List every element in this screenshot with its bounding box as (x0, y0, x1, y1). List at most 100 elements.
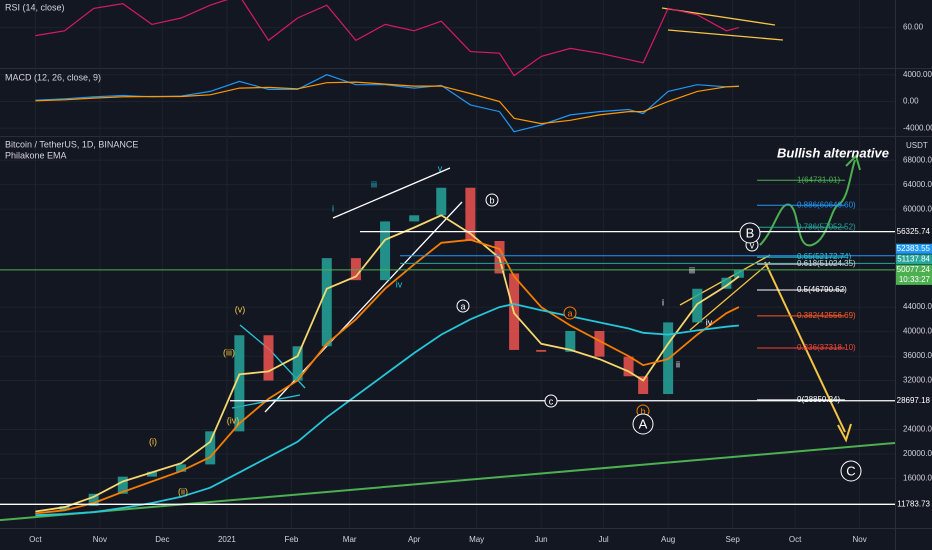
price-badge (896, 264, 932, 285)
price-badge (896, 395, 932, 406)
rsi-title: RSI (14, close) (5, 2, 65, 12)
fib-label: 0.886(60640.60) (797, 200, 856, 209)
fib-label: 0(28850.24) (797, 395, 840, 404)
y-tick-label: 60000.00 (903, 204, 932, 213)
indicator-title: Philakone EMA (5, 150, 67, 160)
forecast-arrow (837, 423, 852, 443)
candle (350, 258, 361, 281)
wave-marker (456, 299, 470, 313)
candle (638, 376, 649, 395)
candle (465, 187, 476, 241)
wave-label: iv (706, 317, 713, 327)
candle (409, 215, 420, 222)
y-tick-label: 24000.00 (903, 425, 932, 434)
wave-label: iii (371, 179, 377, 189)
series-line (35, 0, 740, 77)
trendline (0, 442, 896, 522)
wave-label: B (746, 225, 755, 240)
y-tick-label: 36000.00 (903, 351, 932, 360)
wave-label: iv (396, 279, 403, 289)
x-tick-label: Oct (29, 535, 42, 544)
fib-label: 0.65(52172.74) (797, 252, 852, 261)
y-tick-label: 68000.00 (903, 155, 932, 164)
candle (594, 330, 605, 357)
price-badge (896, 499, 932, 510)
x-tick-label: Sep (726, 535, 741, 544)
y-tick-label: 60.00 (903, 23, 924, 32)
wave-marker (563, 306, 577, 320)
y-tick-label: 44000.00 (903, 302, 932, 311)
candle (321, 258, 332, 347)
x-tick-label: Aug (661, 535, 675, 544)
candle (59, 506, 70, 511)
currency: USDT (906, 141, 928, 150)
symbol-title: Bitcoin / TetherUS, 1D, BINANCE (5, 139, 138, 149)
candle (436, 187, 447, 216)
wave-label: (iii) (223, 347, 235, 357)
wave-label: (i) (149, 436, 157, 446)
candle (292, 346, 303, 381)
y-tick-label: 40000.00 (903, 327, 932, 336)
candle (721, 277, 732, 289)
x-tick-label: Jul (598, 535, 608, 544)
series-line (35, 303, 739, 517)
candle (733, 269, 744, 278)
wave-label: b (640, 406, 645, 416)
countdown: 10:33:27 (899, 275, 931, 284)
series-line (35, 81, 739, 125)
candle (146, 471, 157, 477)
price-badge-label: 50077.24 (897, 265, 931, 274)
price-badge-label: 28697.18 (897, 396, 931, 405)
candle (692, 288, 703, 323)
x-tick-label: May (469, 535, 484, 544)
fib-label: 0.5(46790.62) (797, 285, 847, 294)
x-tick-label: Mar (343, 535, 357, 544)
macd-title: MACD (12, 26, close, 9) (5, 72, 101, 82)
y-tick-label: 4000.00 (903, 70, 932, 79)
wave-marker (739, 222, 761, 244)
y-tick-label: 20000.00 (903, 449, 932, 458)
wave-marker (632, 413, 654, 435)
wave-label: (iv) (227, 415, 240, 425)
price-badge-label: 51137.84 (897, 255, 930, 264)
forecast-path (759, 159, 856, 247)
candle (88, 493, 99, 507)
price-badge-label: 56325.74 (897, 227, 931, 236)
fib-label: 0.618(51024.35) (797, 259, 856, 268)
forecast-arrow (845, 154, 861, 171)
x-tick-label: 2021 (218, 535, 236, 544)
series-line (35, 74, 739, 133)
wave-marker (544, 394, 558, 408)
wave-label: a (567, 308, 572, 318)
y-tick-label: 0.00 (903, 97, 919, 106)
wave-label: (v) (235, 304, 246, 314)
wave-label: ii (676, 359, 680, 369)
candle (176, 464, 187, 472)
candle (380, 221, 391, 281)
x-tick-label: Jun (535, 535, 548, 544)
wave-label: A (639, 416, 648, 431)
rsi-trendline (667, 29, 784, 41)
wave-marker (485, 193, 499, 207)
series-line (35, 214, 740, 513)
trendline (332, 167, 451, 219)
series-line (35, 238, 740, 515)
x-tick-label: Oct (789, 535, 802, 544)
wave-label: (ii) (178, 486, 188, 496)
x-tick-label: Feb (284, 535, 298, 544)
channel-line (689, 261, 771, 331)
price-badge (896, 243, 932, 254)
wave-label: iii (689, 265, 695, 275)
price-badge (896, 226, 932, 237)
candle (536, 349, 547, 352)
drawings (231, 7, 861, 443)
x-tick-label: Dec (155, 535, 169, 544)
wave-label: i (332, 203, 334, 213)
wave-label: b (489, 195, 494, 205)
y-tick-label: 64000.00 (903, 180, 932, 189)
wave-label: i (662, 297, 664, 307)
wave-label: a (460, 301, 465, 311)
candle (205, 431, 216, 465)
price-badge-label: 11783.73 (897, 499, 930, 508)
